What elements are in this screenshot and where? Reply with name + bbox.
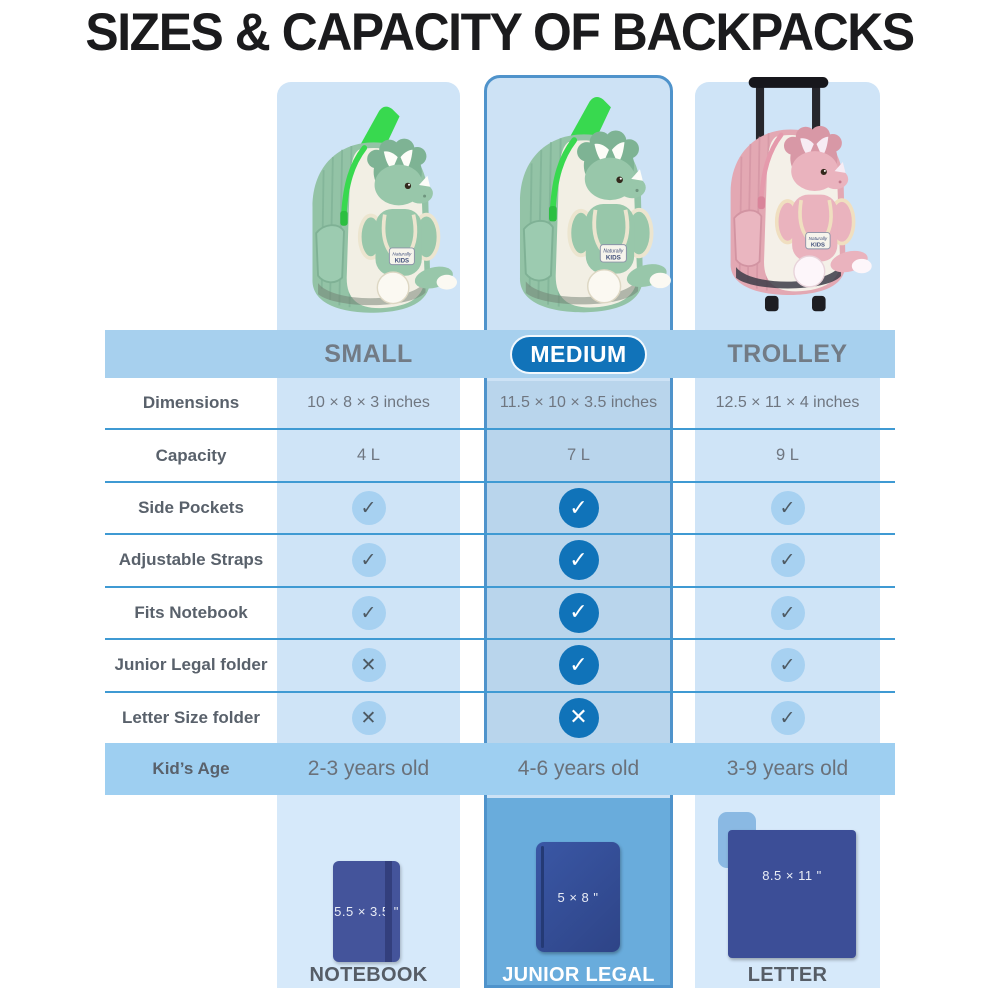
kids-age-band: Kid’s Age 2-3 years old 4-6 years old 3-…: [105, 743, 895, 795]
column-header-trolley: TROLLEY: [727, 339, 848, 368]
check-icon: ✓: [770, 491, 805, 526]
check-icon: ✓: [770, 648, 805, 683]
table-row-letter-size-folder: Letter Size folder ✕ ✕ ✓: [105, 693, 895, 743]
check-icon: ✓: [351, 491, 386, 526]
notebook-elastic-band: [385, 861, 392, 962]
table-row-dimensions: Dimensions 10 × 8 × 3 inches 11.5 × 10 ×…: [105, 378, 895, 431]
junior-legal-padfolio-image: 5 × 8 ": [536, 842, 620, 952]
kids-age-trolley: 3-9 years old: [726, 757, 849, 780]
kids-age-medium: 4-6 years old: [517, 757, 640, 780]
junior-legal-size: 5 × 8 ": [557, 889, 599, 905]
cross-icon: ✕: [351, 700, 386, 735]
check-icon: ✓: [558, 488, 599, 529]
notebook-size: 5.5 × 3.5 ": [334, 904, 399, 919]
kids-age-small: 2-3 years old: [307, 757, 430, 780]
letter-size: 8.5 × 11 ": [762, 868, 822, 883]
check-icon: ✓: [558, 540, 599, 581]
notebook-image: 5.5 × 3.5 ": [333, 861, 400, 962]
check-icon: ✓: [351, 543, 386, 578]
column-header-small: SMALL: [324, 339, 413, 368]
cross-icon: ✕: [558, 697, 599, 738]
trolley-backpack-image: [698, 77, 879, 314]
page-title: SIZES & CAPACITY OF BACKPACKS: [85, 3, 916, 62]
comparison-table: Dimensions 10 × 8 × 3 inches 11.5 × 10 ×…: [105, 378, 895, 743]
medium-backpack-image: [487, 86, 671, 323]
medium-column-background: [484, 75, 673, 988]
table-row-adjustable-straps: Adjustable Straps ✓ ✓ ✓: [105, 535, 895, 588]
title-row: SIZES & CAPACITY OF BACKPACKS: [0, 2, 1000, 63]
cross-icon: ✕: [351, 648, 386, 683]
caption-junior-legal: JUNIOR LEGAL: [502, 963, 655, 986]
column-header-band: SMALL MEDIUM TROLLEY: [105, 330, 895, 378]
letter-folder-image: 8.5 × 11 ": [718, 808, 858, 958]
caption-notebook: NOTEBOOK: [309, 963, 428, 986]
column-header-medium: MEDIUM: [512, 336, 645, 372]
check-icon: ✓: [351, 595, 386, 630]
table-row-junior-legal-folder: Junior Legal folder ✕ ✓ ✓: [105, 640, 895, 693]
kids-age-label: Kid’s Age: [152, 759, 230, 778]
small-backpack-image: [281, 96, 457, 323]
table-row-side-pockets: Side Pockets ✓ ✓ ✓: [105, 483, 895, 536]
table-row-capacity: Capacity 4 L 7 L 9 L: [105, 430, 895, 483]
check-icon: ✓: [770, 700, 805, 735]
check-icon: ✓: [558, 645, 599, 686]
caption-letter: LETTER: [747, 963, 828, 986]
table-row-fits-notebook: Fits Notebook ✓ ✓ ✓: [105, 588, 895, 641]
check-icon: ✓: [770, 595, 805, 630]
check-icon: ✓: [558, 592, 599, 633]
check-icon: ✓: [770, 543, 805, 578]
